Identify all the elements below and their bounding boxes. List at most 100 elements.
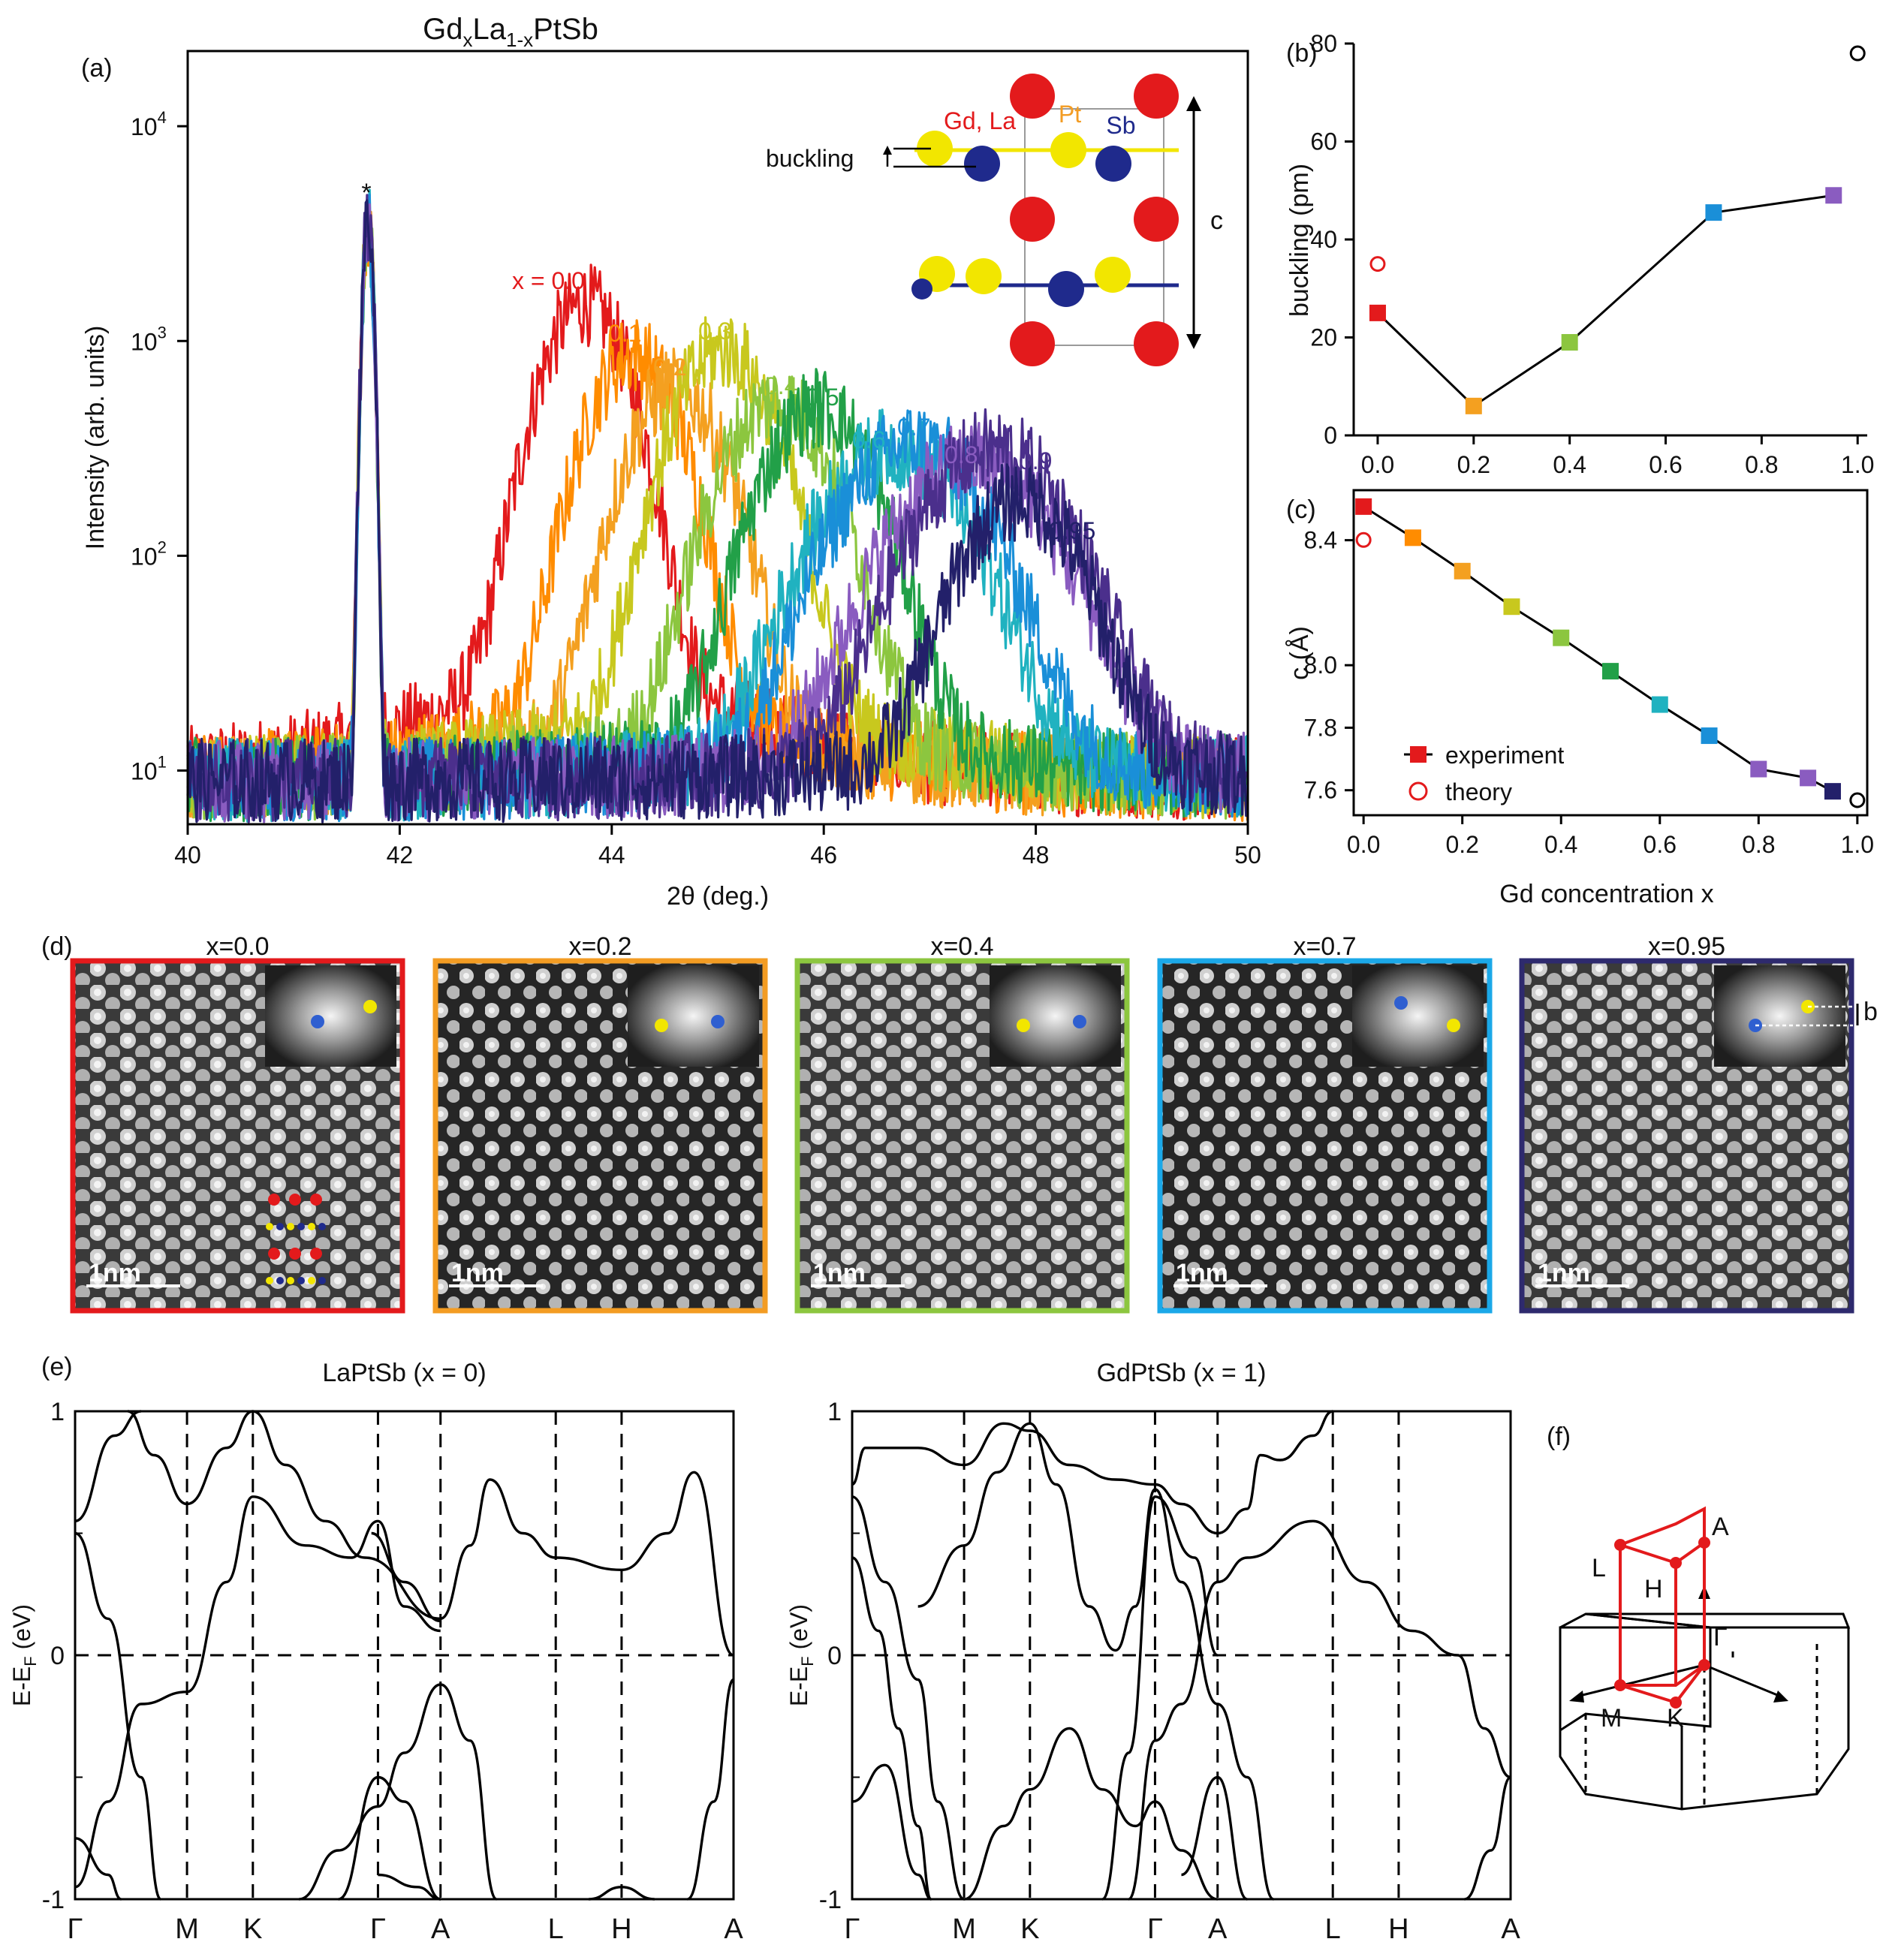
sb-label: Sb bbox=[1106, 112, 1135, 139]
band-line bbox=[589, 1886, 655, 1901]
band-ylabel: E-EF (eV) bbox=[8, 1604, 40, 1706]
bz-point-A bbox=[1698, 1537, 1710, 1549]
c-arrow-head-top bbox=[1186, 96, 1201, 111]
tem-inset bbox=[628, 965, 759, 1067]
sb-position-dot bbox=[1073, 1015, 1086, 1028]
kpoint-label: A bbox=[1208, 1913, 1228, 1945]
c-ytick-label: 8.4 bbox=[1304, 527, 1337, 554]
bz-points bbox=[1614, 1537, 1710, 1709]
c-ytick-label: 8.0 bbox=[1304, 652, 1337, 679]
mini-gd-atom bbox=[310, 1248, 322, 1260]
c-point bbox=[1355, 498, 1372, 515]
c-xtick-label: 1.0 bbox=[1841, 831, 1874, 858]
band-line bbox=[851, 1495, 965, 1901]
c-point bbox=[1800, 769, 1817, 787]
mini-pt-atom bbox=[287, 1277, 294, 1284]
kpoint-label: H bbox=[1388, 1913, 1408, 1945]
kpoint-label: H bbox=[611, 1913, 631, 1945]
bz-label-H: H bbox=[1644, 1575, 1663, 1603]
mini-sb-atom bbox=[297, 1223, 305, 1230]
pt-position-dot bbox=[363, 1000, 377, 1013]
xrd-ytick-label: 102 bbox=[131, 537, 167, 570]
tem-inset bbox=[990, 965, 1121, 1067]
xrd-xtick-label: 50 bbox=[1234, 842, 1261, 869]
band-frame bbox=[851, 1410, 1512, 1901]
pt-atom bbox=[966, 258, 1002, 294]
xrd-axes-frame bbox=[186, 50, 1249, 826]
gd-atom bbox=[1010, 197, 1055, 242]
gd-atom bbox=[1010, 74, 1055, 119]
band-plot-2: GdPtSb (x = 1) 1 0 -1 E-EF (eV) Γ M K Γ A L H A bbox=[785, 1359, 1520, 1945]
c-axis-label: c bbox=[1210, 206, 1223, 235]
kpoint-label: Γ bbox=[370, 1913, 386, 1945]
legend-experiment-label: experiment bbox=[1445, 742, 1564, 769]
band-plot-1: LaPtSb (x = 0) 1 0 -1 E-EF (eV) Γ M K Γ A L H A bbox=[8, 1359, 743, 1945]
series-label-0.7: 0.7 bbox=[897, 414, 930, 441]
buckling-ytick-label: 0 bbox=[1324, 422, 1337, 449]
kpoint-label: A bbox=[1501, 1913, 1520, 1945]
band-line bbox=[1127, 1519, 1511, 1901]
pt-position-dot bbox=[1447, 1019, 1460, 1032]
band-line bbox=[851, 1763, 932, 1901]
mini-pt-atom bbox=[308, 1277, 315, 1284]
c-xlabel: Gd concentration x bbox=[1499, 880, 1713, 908]
bz-kx-axis bbox=[1576, 1663, 1705, 1698]
xrd-ytick-label: 101 bbox=[131, 752, 167, 784]
bz-label-L: L bbox=[1592, 1554, 1606, 1582]
c-point bbox=[1404, 529, 1421, 546]
buckling-point bbox=[1561, 334, 1578, 351]
panel-label-f: (f) bbox=[1547, 1423, 1571, 1451]
band-line bbox=[74, 1837, 122, 1901]
panel-label-d: (d) bbox=[41, 932, 73, 961]
band-ylabel: E-EF (eV) bbox=[785, 1604, 817, 1706]
series-labels: x = 0.0 0.1 0.2 0.3 0.4 0.5 0.6 0.7 0.8 0.9 0.95 bbox=[512, 267, 1095, 544]
c-arrow-head-bottom bbox=[1186, 334, 1201, 349]
crystal-structure-inset: c Gd, La Pt Sb buckling bbox=[766, 74, 1223, 366]
kpoint-label: L bbox=[548, 1913, 564, 1945]
figure-title: GdxLa1-xPtSb bbox=[423, 13, 598, 51]
kpoint-label: M bbox=[175, 1913, 199, 1945]
legend-theory-label: theory bbox=[1445, 778, 1512, 805]
buckling-theory-point bbox=[1849, 45, 1866, 62]
c-xtick-label: 0.2 bbox=[1445, 831, 1478, 858]
band-frame bbox=[74, 1410, 735, 1901]
bz-wedge-edge bbox=[1619, 1543, 1677, 1564]
pt-atom bbox=[1050, 132, 1086, 168]
tem-panel-3: x=0.4 1nm bbox=[794, 932, 1130, 1314]
legend-theory-marker bbox=[1408, 781, 1428, 801]
legend-experiment-marker bbox=[1410, 746, 1427, 763]
buckling-xtick-label: 0.0 bbox=[1361, 451, 1394, 478]
buckling-plot: 0.0 0.2 0.4 0.6 0.8 1.0 0 20 40 60 80 buckling (pm… bbox=[1285, 30, 1874, 478]
c-ylabel: c (Å) bbox=[1285, 626, 1314, 680]
panel-label-a: (a) bbox=[81, 54, 113, 83]
sb-position-dot bbox=[711, 1015, 725, 1028]
bz-ky-arrow bbox=[1773, 1691, 1788, 1703]
xrd-curves bbox=[186, 188, 1249, 823]
sb-atom bbox=[1048, 271, 1084, 307]
legend: experiment theory bbox=[1404, 742, 1564, 805]
tem-frame bbox=[794, 958, 1130, 1314]
sb-atom bbox=[911, 278, 932, 300]
band-line bbox=[1101, 1495, 1219, 1901]
band-line bbox=[252, 1410, 734, 1657]
band-line bbox=[371, 1531, 441, 1623]
c-ytick-label: 7.8 bbox=[1304, 714, 1337, 741]
xrd-xtick-label: 42 bbox=[387, 842, 414, 869]
xrd-xtick-label: 48 bbox=[1023, 842, 1050, 869]
c-point bbox=[1454, 562, 1471, 580]
buckling-ytick-label: 40 bbox=[1310, 226, 1337, 253]
c-marks bbox=[1355, 498, 1866, 808]
xrd-ytick-label: 104 bbox=[131, 108, 167, 140]
pt-position-dot bbox=[1017, 1019, 1030, 1032]
c-point bbox=[1824, 783, 1841, 800]
scale-bar-label: 1nm bbox=[451, 1259, 504, 1287]
tem-inset bbox=[265, 965, 396, 1067]
c-point bbox=[1651, 696, 1668, 713]
c-ticks: 0.0 0.2 0.4 0.6 0.8 1.0 7.6 7.8 8.0 8.4 bbox=[1304, 527, 1875, 858]
tem-panel-4: x=0.7 1nm bbox=[1157, 932, 1493, 1314]
band-line bbox=[74, 1410, 142, 1522]
tem-frame bbox=[1157, 958, 1493, 1314]
c-point bbox=[1553, 629, 1570, 646]
bz-point-G bbox=[1698, 1659, 1710, 1671]
